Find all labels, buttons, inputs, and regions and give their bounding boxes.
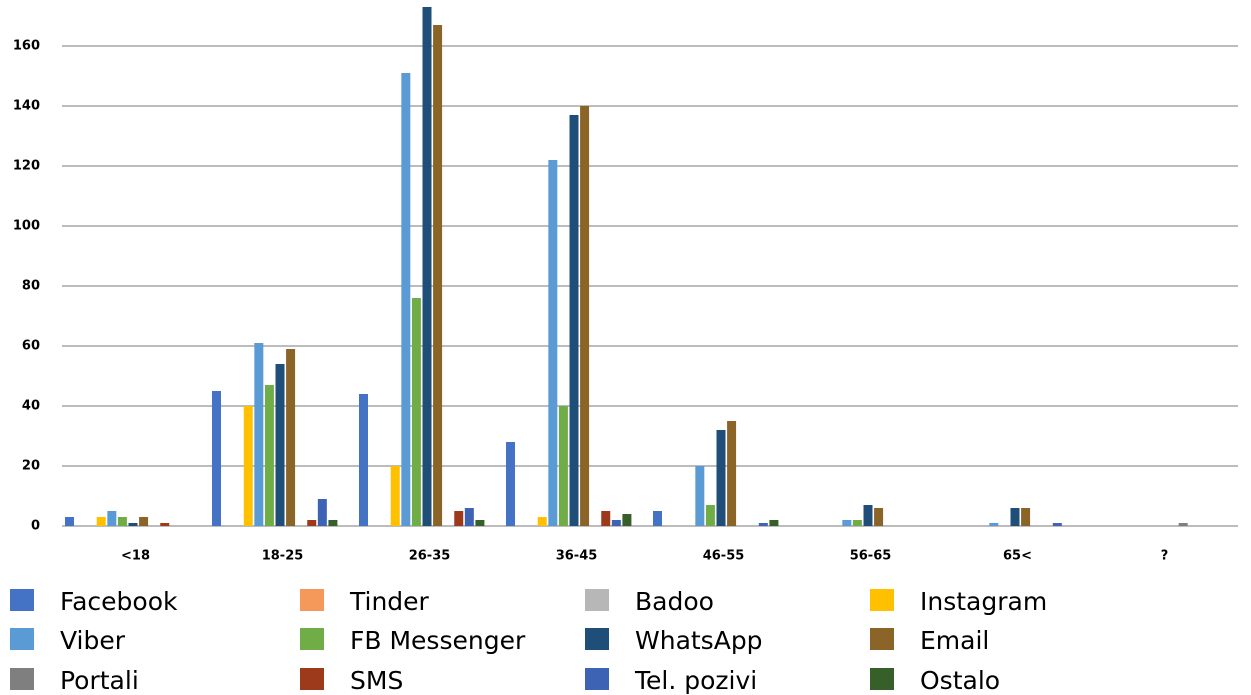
bar xyxy=(107,511,117,526)
bar xyxy=(160,523,170,526)
legend-label: Portali xyxy=(60,666,139,695)
bar xyxy=(874,508,884,526)
x-tick-label: 56-65 xyxy=(850,549,892,564)
legend-label: Badoo xyxy=(635,587,714,616)
legend-swatch xyxy=(10,628,34,650)
bar xyxy=(96,517,106,526)
x-tick-label: ? xyxy=(1161,549,1169,564)
bar xyxy=(286,349,296,526)
legend-label: Facebook xyxy=(60,587,178,616)
y-tick-label: 160 xyxy=(13,39,40,54)
bar xyxy=(506,442,515,526)
bar xyxy=(317,499,327,526)
bar xyxy=(653,511,662,526)
legend-swatch xyxy=(10,668,34,690)
legend-label: Email xyxy=(920,626,989,655)
bar xyxy=(622,514,632,526)
legend-label: Instagram xyxy=(920,587,1047,616)
bar xyxy=(863,505,873,526)
y-tick-label: 120 xyxy=(13,159,40,174)
legend-label: Tinder xyxy=(349,587,430,616)
y-tick-label: 20 xyxy=(22,459,40,474)
legend-swatch xyxy=(10,589,34,611)
bar xyxy=(359,394,368,526)
legend-swatch xyxy=(870,628,894,650)
y-tick-label: 140 xyxy=(13,99,40,114)
x-tick-label: 36-45 xyxy=(556,549,598,564)
bar xyxy=(727,421,737,526)
bar xyxy=(601,511,611,526)
bar xyxy=(139,517,149,526)
x-tick-label: 26-35 xyxy=(409,549,451,564)
bar xyxy=(65,517,74,526)
bar xyxy=(1021,508,1031,526)
y-tick-label: 100 xyxy=(13,219,40,234)
bar xyxy=(769,520,779,526)
y-tick-label: 80 xyxy=(22,279,40,294)
bar xyxy=(569,115,579,526)
bar xyxy=(254,343,264,526)
bar xyxy=(275,364,285,526)
legend-swatch xyxy=(300,589,324,611)
bar xyxy=(128,523,138,526)
legend-swatch xyxy=(585,628,609,650)
legend-label: FB Messenger xyxy=(350,626,526,655)
bar xyxy=(989,523,999,526)
bar xyxy=(307,520,317,526)
bar xyxy=(705,505,715,526)
bar xyxy=(264,385,274,526)
bar xyxy=(212,391,221,526)
y-tick-label: 0 xyxy=(31,519,40,534)
y-tick-label: 40 xyxy=(22,399,40,414)
bar xyxy=(411,298,421,526)
bar xyxy=(422,7,432,526)
bar xyxy=(1052,523,1062,526)
bar xyxy=(433,25,443,526)
bar xyxy=(243,406,253,526)
bar xyxy=(758,523,768,526)
x-tick-label: 46-55 xyxy=(703,549,745,564)
bar xyxy=(401,73,411,526)
bar xyxy=(1178,523,1188,526)
bar xyxy=(328,520,338,526)
legend-swatch xyxy=(585,589,609,611)
bar xyxy=(454,511,464,526)
bar xyxy=(611,520,621,526)
bar xyxy=(852,520,862,526)
legend-label: Tel. pozivi xyxy=(634,666,757,695)
y-tick-label: 60 xyxy=(22,339,40,354)
legend-label: SMS xyxy=(350,666,403,695)
bar xyxy=(558,406,568,526)
legend-swatch xyxy=(300,628,324,650)
legend-label: Ostalo xyxy=(920,666,1000,695)
bar xyxy=(475,520,485,526)
bar xyxy=(716,430,726,526)
legend-label: WhatsApp xyxy=(635,626,763,655)
legend-swatch xyxy=(300,668,324,690)
x-tick-label: 65< xyxy=(1003,549,1032,564)
bar xyxy=(695,466,705,526)
bar xyxy=(117,517,127,526)
legend-swatch xyxy=(870,589,894,611)
bar xyxy=(537,517,547,526)
bar xyxy=(842,520,852,526)
legend-label: Viber xyxy=(60,626,126,655)
bar xyxy=(464,508,474,526)
x-tick-label: <18 xyxy=(121,549,150,564)
legend-swatch xyxy=(585,668,609,690)
x-tick-label: 18-25 xyxy=(262,549,304,564)
bar xyxy=(548,160,558,526)
legend-swatch xyxy=(870,668,894,690)
bar xyxy=(580,106,590,526)
bar xyxy=(1010,508,1020,526)
bar xyxy=(390,466,400,526)
